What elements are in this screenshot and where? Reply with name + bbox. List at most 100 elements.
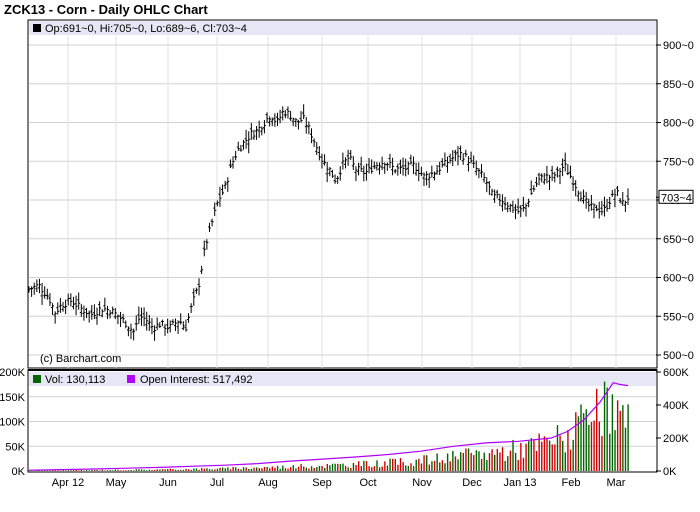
volume-bar [177,469,179,471]
volume-bar [106,470,109,471]
ohlc-bar [516,198,520,214]
ohlc-bar [155,317,159,331]
volume-bar [436,453,438,471]
volume-bar [276,465,279,471]
volume-bar [394,459,397,471]
ohlc-bar [448,153,452,164]
volume-bar [378,467,381,471]
ohlc-bar [53,311,57,324]
volume-bar [78,470,80,471]
volume-bar [93,469,96,471]
price-tick-label: 750~0 [663,156,694,168]
volume-bar [585,409,587,471]
ohlc-bar [514,204,518,220]
ohlc-bar [278,109,282,124]
ohlc-bar [163,323,167,336]
volume-bar [402,462,404,471]
volume-bar [232,466,234,471]
volume-bar [533,440,535,471]
ohlc-bar [289,110,293,121]
volume-bar [350,467,352,471]
volume-bar [323,467,326,471]
volume-bar [457,459,459,471]
ohlc-bar [189,303,193,314]
ohlc-bar [600,200,604,216]
ohlc-bar [126,326,130,337]
volume-bar [431,461,433,471]
volume-bar [611,394,614,471]
volume-bar [248,468,250,471]
ohlc-bar [380,156,384,171]
volume-bar [365,461,368,471]
ohlc-bar [265,112,269,124]
ohlc-bar [427,172,431,188]
volume-bar [344,465,347,471]
volume-bar [245,467,247,471]
volume-bar [418,458,420,471]
volume-bar [360,465,362,471]
ohlc-bar [333,174,337,184]
ohlc-bar [364,163,368,181]
volume-bar [381,466,383,471]
ohlc-bar [542,172,546,185]
volume-bar [169,468,172,471]
volume-bar [410,463,412,471]
ohlc-bar [113,308,117,320]
volume-bar [439,462,441,471]
ohlc-bar [346,149,350,166]
ohlc-bar [466,156,470,172]
volume-bar [99,470,101,471]
volume-bar [201,468,203,471]
ohlc-bar [529,180,533,195]
ohlc-bar [108,310,112,319]
ohlc-bar [270,117,274,127]
ohlc-bar [409,154,413,165]
volume-tick-label: 150K [0,392,26,404]
volume-bar [70,470,72,471]
volume-bar [493,454,496,471]
volume-bar [593,420,595,471]
volume-bar [507,456,509,471]
volume-bar [606,387,608,471]
volume-bar [193,468,195,471]
volume-bar [520,442,522,471]
volume-bar [415,459,417,471]
month-label: Jul [210,477,224,489]
volume-bar [339,464,342,471]
volume-bar [250,468,253,471]
page-title: ZCK13 - Corn - Daily OHLC Chart [4,2,208,17]
volume-bar [444,463,446,471]
volume-bar [114,469,117,471]
volume-bar [101,469,104,471]
oi-tick-label: 600K [663,367,689,379]
volume-bar [559,435,561,471]
ohlc-bar [137,306,141,325]
ohlc-bar [616,185,620,196]
ohlc-bar [571,176,575,191]
volume-bar [452,451,454,471]
ohlc-bar [139,307,143,326]
ohlc-bar [524,203,528,217]
volume-bar [167,468,169,471]
ohlc-bar [349,150,353,160]
ohlc-bar [87,310,91,323]
ohlc-bar [95,307,99,325]
ohlc-bar [307,121,311,135]
ohlc-bar [587,198,591,212]
open-interest-axis-right: 0K 200K 400K 600K [656,367,689,478]
price-tick-label: 650~0 [663,234,694,246]
volume-bar [224,468,226,471]
volume-bar [376,460,378,471]
volume-bar [313,467,315,471]
volume-bar [279,468,281,471]
ohlc-bar [207,222,211,233]
volume-bar [326,463,328,471]
ohlc-bar [202,240,206,257]
volume-bar [609,433,611,471]
volume-bar [227,467,229,471]
volume-bar [603,381,606,471]
volume-bar [405,465,407,471]
ohlc-bar [584,191,588,209]
price-bars [27,104,630,341]
volume-bar [564,452,567,471]
